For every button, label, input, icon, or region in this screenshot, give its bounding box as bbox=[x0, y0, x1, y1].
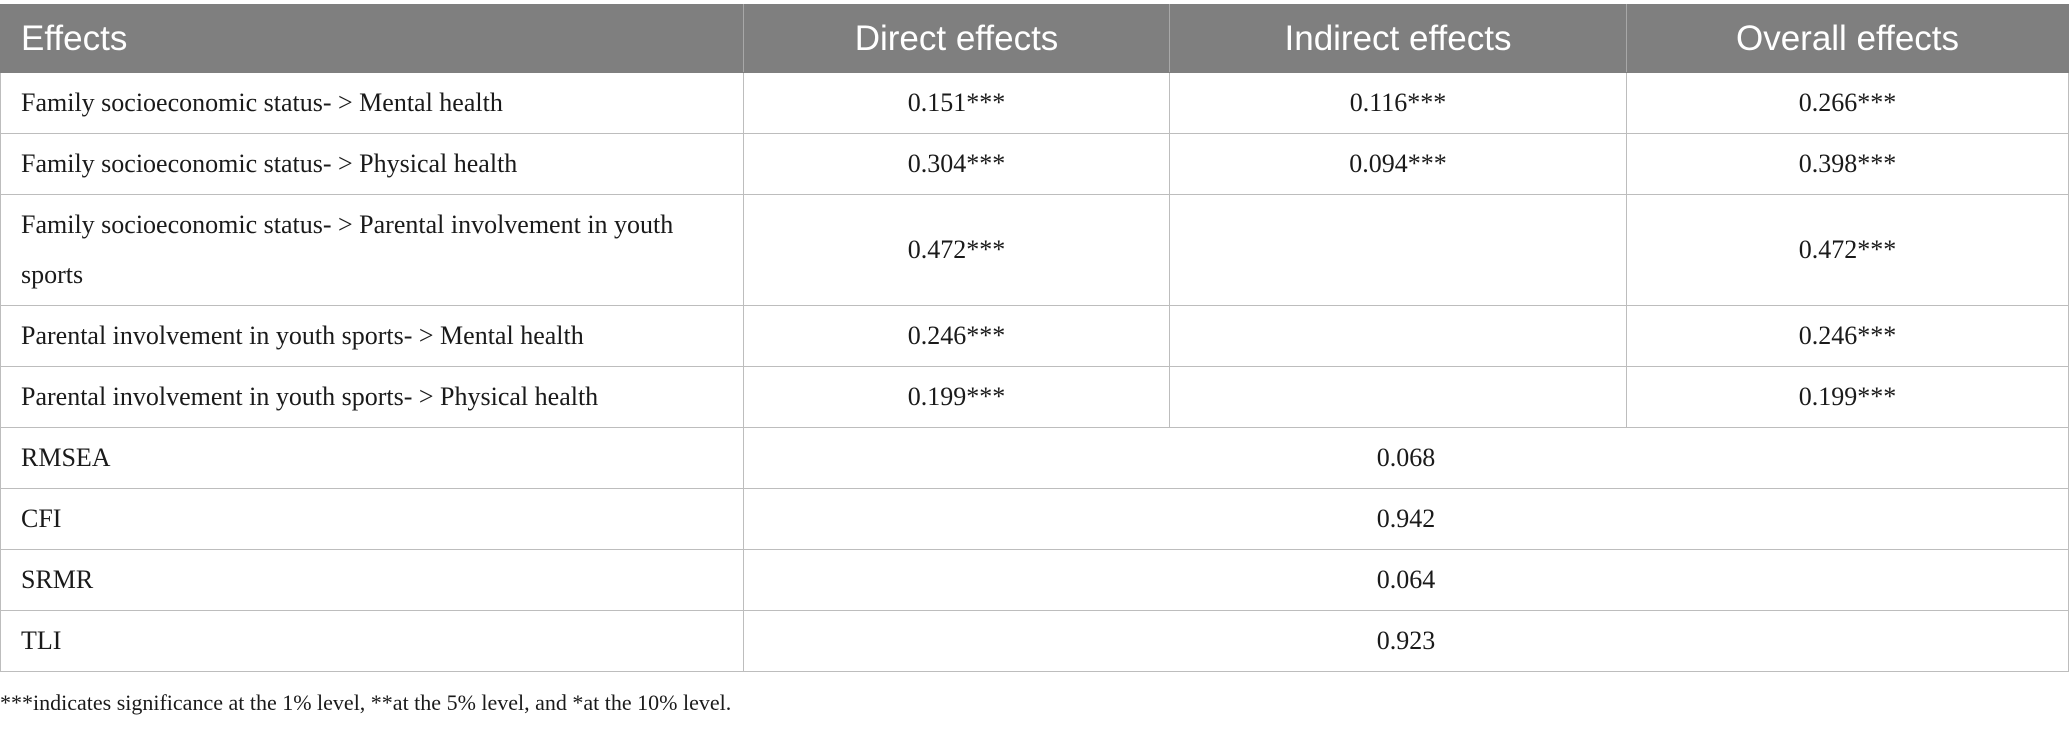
table-footnote: ***indicates significance at the 1% leve… bbox=[0, 690, 732, 715]
fit-label: TLI bbox=[0, 610, 744, 672]
direct-value: 0.472*** bbox=[743, 194, 1170, 306]
table-row: Family socioeconomic status- > Mental he… bbox=[0, 72, 2069, 134]
fit-value: 0.923 bbox=[743, 610, 2069, 672]
fit-value: 0.942 bbox=[743, 488, 2069, 550]
effects-table: Effects Direct effects Indirect effects … bbox=[0, 4, 2069, 672]
overall-value: 0.472*** bbox=[1626, 194, 2069, 306]
row-label: Parental involvement in youth sports- > … bbox=[0, 366, 744, 428]
direct-value: 0.151*** bbox=[743, 72, 1170, 134]
overall-value: 0.246*** bbox=[1626, 305, 2069, 367]
fit-value: 0.064 bbox=[743, 549, 2069, 611]
indirect-value bbox=[1169, 366, 1627, 428]
fit-label: CFI bbox=[0, 488, 744, 550]
header-overall-effects: Overall effects bbox=[1626, 4, 2069, 73]
table-header: Effects Direct effects Indirect effects … bbox=[0, 4, 2069, 73]
fit-row: CFI 0.942 bbox=[0, 488, 2069, 550]
row-label: Parental involvement in youth sports- > … bbox=[0, 305, 744, 367]
overall-value: 0.266*** bbox=[1626, 72, 2069, 134]
overall-value: 0.398*** bbox=[1626, 133, 2069, 195]
fit-row: SRMR 0.064 bbox=[0, 549, 2069, 611]
indirect-value: 0.116*** bbox=[1169, 72, 1627, 134]
fit-row: TLI 0.923 bbox=[0, 610, 2069, 672]
table-row: Parental involvement in youth sports- > … bbox=[0, 305, 2069, 367]
indirect-value: 0.094*** bbox=[1169, 133, 1627, 195]
fit-label: RMSEA bbox=[0, 427, 744, 489]
direct-value: 0.304*** bbox=[743, 133, 1170, 195]
fit-row: RMSEA 0.068 bbox=[0, 427, 2069, 489]
header-effects: Effects bbox=[0, 4, 744, 73]
indirect-value bbox=[1169, 194, 1627, 306]
table-row: Family socioeconomic status- > Physical … bbox=[0, 133, 2069, 195]
row-label: Family socioeconomic status- > Parental … bbox=[0, 194, 744, 306]
indirect-value bbox=[1169, 305, 1627, 367]
table-row: Family socioeconomic status- > Parental … bbox=[0, 194, 2069, 306]
fit-value: 0.068 bbox=[743, 427, 2069, 489]
row-label: Family socioeconomic status- > Physical … bbox=[0, 133, 744, 195]
table-container: Effects Direct effects Indirect effects … bbox=[0, 4, 2069, 672]
row-label: Family socioeconomic status- > Mental he… bbox=[0, 72, 744, 134]
header-indirect-effects: Indirect effects bbox=[1169, 4, 1627, 73]
header-row: Effects Direct effects Indirect effects … bbox=[0, 4, 2069, 73]
fit-label: SRMR bbox=[0, 549, 744, 611]
overall-value: 0.199*** bbox=[1626, 366, 2069, 428]
table-body: Family socioeconomic status- > Mental he… bbox=[0, 72, 2069, 672]
header-direct-effects: Direct effects bbox=[743, 4, 1170, 73]
direct-value: 0.199*** bbox=[743, 366, 1170, 428]
direct-value: 0.246*** bbox=[743, 305, 1170, 367]
table-row: Parental involvement in youth sports- > … bbox=[0, 366, 2069, 428]
